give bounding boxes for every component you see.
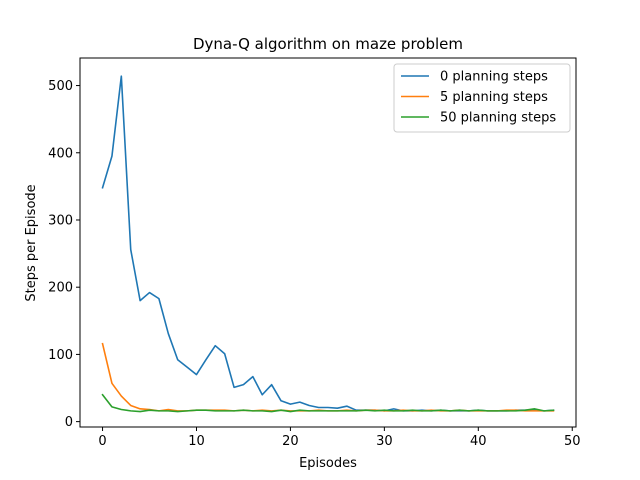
x-tick-label: 20 xyxy=(282,434,299,449)
series-line-1 xyxy=(101,342,555,412)
legend: 0 planning steps 5 planning steps 50 plann… xyxy=(393,63,571,133)
y-axis: 0 100 200 300 400 500 xyxy=(48,79,80,430)
x-tick-label: 0 xyxy=(98,434,106,449)
series-layer xyxy=(101,75,555,413)
y-tick-label: 300 xyxy=(48,213,73,228)
series-line-2 xyxy=(101,393,555,413)
y-tick-label: 100 xyxy=(48,348,73,363)
legend-box xyxy=(393,63,571,133)
y-tick-label: 400 xyxy=(48,146,73,161)
legend-label-2: 50 planning steps xyxy=(440,111,556,126)
x-tick-label: 30 xyxy=(376,434,393,449)
x-axis-label: Episodes xyxy=(299,456,357,471)
plot-area: 0 10 20 30 40 50 0 100 200 300 400 500 xyxy=(48,57,581,449)
x-tick-label: 50 xyxy=(564,434,581,449)
chart-title: Dyna-Q algorithm on maze problem xyxy=(193,35,463,53)
y-tick-label: 500 xyxy=(48,79,73,94)
y-tick-label: 0 xyxy=(65,415,73,430)
x-axis: 0 10 20 30 40 50 xyxy=(98,427,581,449)
axes-frame xyxy=(79,57,577,428)
legend-entries: 0 planning steps 5 planning steps 50 plann… xyxy=(401,70,556,126)
legend-label-1: 5 planning steps xyxy=(440,90,548,105)
y-axis-label: Steps per Episode xyxy=(24,184,39,301)
x-tick-label: 10 xyxy=(188,434,205,449)
x-tick-label: 40 xyxy=(470,434,487,449)
legend-label-0: 0 planning steps xyxy=(440,70,548,85)
y-tick-label: 200 xyxy=(48,281,73,296)
